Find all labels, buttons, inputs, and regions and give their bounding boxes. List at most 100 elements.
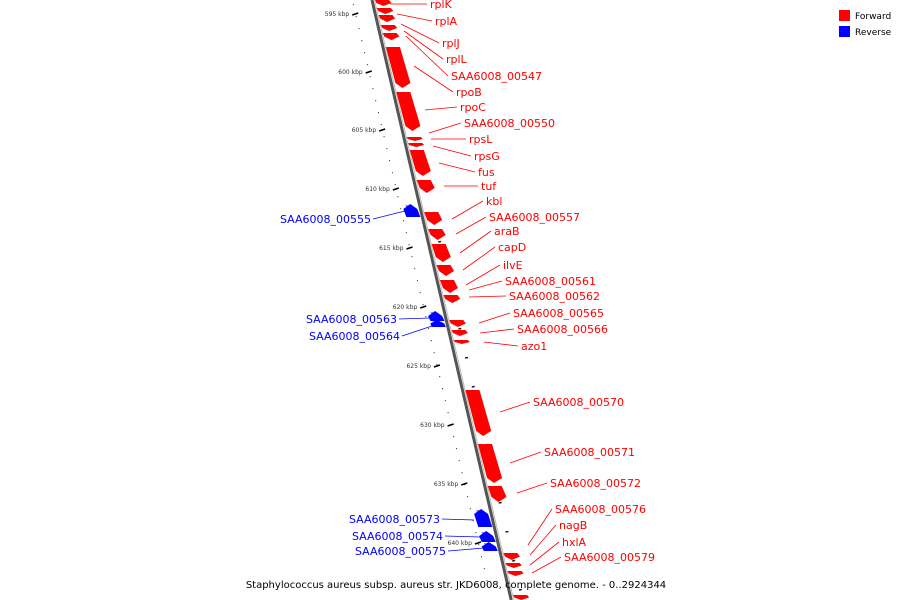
- scale-dot: [403, 220, 405, 222]
- scale-tick-mark: [406, 246, 413, 250]
- scale-tick-label: 605 kbp: [352, 127, 377, 134]
- scale-dot: [364, 52, 366, 54]
- gene-label-tuf: tuf: [481, 180, 497, 193]
- scale-tick-mark: [351, 12, 359, 16]
- forward-gene-shape: [428, 229, 446, 240]
- gene-label-kbl: kbl: [486, 195, 502, 208]
- scale-dot: [475, 532, 477, 534]
- scale-dot: [472, 520, 474, 522]
- forward-gene-shape: [431, 244, 451, 262]
- gene-label-rpoc: rpoC: [460, 101, 486, 114]
- forward-gene-shape: [375, 0, 392, 6]
- leader-capd: [462, 246, 496, 271]
- gene-label-saa6008-00573: SAA6008_00573: [349, 513, 440, 526]
- scale-dot: [369, 76, 371, 78]
- legend: Forward Reverse: [839, 10, 892, 38]
- scale-tick-mark: [365, 70, 372, 74]
- scale-dot: [428, 328, 430, 330]
- gene-label-saa6008-00575: SAA6008_00575: [355, 545, 446, 558]
- forward-gene-shape: [505, 563, 522, 568]
- gene-label-saa6008-00557: SAA6008_00557: [489, 211, 580, 224]
- forward-gene-shape: [451, 330, 468, 336]
- leader-rpoc: [424, 106, 458, 111]
- scale-dot: [411, 256, 413, 258]
- scale-tick-label: 625 kbp: [406, 363, 431, 370]
- forward-gene-shape: [382, 33, 400, 40]
- leader-saa6008-00561: [468, 280, 503, 291]
- forward-gene-shape-highlight: [438, 266, 445, 271]
- scale-tick-mark: [461, 482, 468, 486]
- scale-tick-mark: [378, 128, 386, 132]
- leader-saa6008-00563: [398, 317, 431, 320]
- reverse-gene-shape: [481, 542, 498, 551]
- scale-dot: [458, 460, 460, 462]
- forward-gene-shape-highlight: [426, 213, 433, 220]
- forward-gene-shape-highlight: [430, 230, 436, 235]
- reverse-gene-shape: [479, 531, 496, 542]
- scale-dot: [433, 352, 435, 354]
- forward-gene-shape: [487, 486, 507, 502]
- leader-saa6008-00566: [479, 328, 515, 334]
- gene-label-saa6008-00570: SAA6008_00570: [533, 396, 624, 409]
- gene-label-rplk: rplK: [430, 0, 453, 11]
- scale-dot: [352, 4, 354, 6]
- forward-gene-shape: [380, 25, 398, 31]
- gene-label-hxla: hxlA: [562, 536, 587, 549]
- scale-dot: [436, 364, 438, 366]
- leader-rplj: [400, 23, 440, 44]
- gene-label-saa6008-00561: SAA6008_00561: [505, 275, 596, 288]
- scale-tick-label: 600 kbp: [338, 69, 363, 76]
- legend-reverse-label: Reverse: [855, 28, 892, 38]
- scale-dot: [386, 148, 388, 150]
- scale-tick-mark: [474, 541, 482, 545]
- scale-dot: [444, 400, 446, 402]
- scale-dot: [372, 88, 374, 90]
- scale-tick-mark: [433, 364, 441, 368]
- leader-arab: [459, 230, 492, 254]
- forward-gene-shape-highlight: [509, 572, 514, 574]
- scale-dot: [419, 292, 421, 294]
- scale-dot: [422, 304, 424, 306]
- minor-mark: [464, 356, 469, 359]
- backbone: [370, 0, 515, 600]
- gene-label-saa6008-00550: SAA6008_00550: [464, 117, 555, 130]
- minor-mark: [518, 588, 522, 591]
- forward-gene-shape-highlight: [410, 144, 415, 145]
- gene-label-saa6008-00576: SAA6008_00576: [555, 503, 646, 516]
- scale-dot: [361, 40, 363, 42]
- forward-gene-shape: [385, 47, 411, 88]
- gene-label-saa6008-00572: SAA6008_00572: [550, 477, 641, 490]
- forward-gene-shape-highlight: [489, 487, 497, 497]
- reverse-gene-shape: [474, 509, 493, 527]
- scale-dot: [480, 556, 482, 558]
- gene-leaders: [372, 3, 562, 574]
- forward-gene-shape: [513, 595, 530, 600]
- forward-gene-shape-highlight: [453, 331, 458, 333]
- scale-dot: [486, 580, 488, 582]
- forward-gene-shape-highlight: [515, 596, 520, 598]
- gene-label-rpob: rpoB: [456, 86, 482, 99]
- forward-gene-shape-highlight: [445, 296, 451, 299]
- leader-saa6008-00579: [531, 556, 562, 574]
- forward-gene-shape-highlight: [378, 9, 384, 11]
- scale-dot: [375, 100, 377, 102]
- leader-ilve: [465, 264, 501, 286]
- leader-saa6008-00564: [401, 325, 433, 337]
- scale-dot: [394, 184, 396, 186]
- scale-dot: [405, 232, 407, 234]
- gene-label-rplj: rplJ: [442, 37, 460, 50]
- gene-label-saa6008-00565: SAA6008_00565: [513, 307, 604, 320]
- forward-gene-shape: [439, 280, 458, 293]
- leader-fus: [438, 162, 476, 173]
- leader-rpob: [413, 65, 454, 93]
- scale-dots: [352, 4, 522, 591]
- forward-gene-shape-highlight: [507, 564, 512, 566]
- scale-dot: [414, 268, 416, 270]
- leader-nagb: [529, 524, 557, 556]
- gene-label-saa6008-00562: SAA6008_00562: [509, 290, 600, 303]
- reverse-gene-shape-highlight: [432, 321, 437, 324]
- gene-label-nagb: nagB: [559, 519, 587, 532]
- scale-dot: [430, 340, 432, 342]
- legend-forward-label: Forward: [855, 12, 891, 22]
- forward-gene-shape-highlight: [387, 48, 401, 83]
